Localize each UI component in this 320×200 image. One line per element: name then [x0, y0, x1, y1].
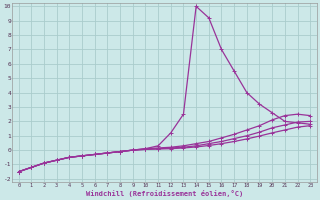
X-axis label: Windchill (Refroidissement éolien,°C): Windchill (Refroidissement éolien,°C) [86, 190, 243, 197]
